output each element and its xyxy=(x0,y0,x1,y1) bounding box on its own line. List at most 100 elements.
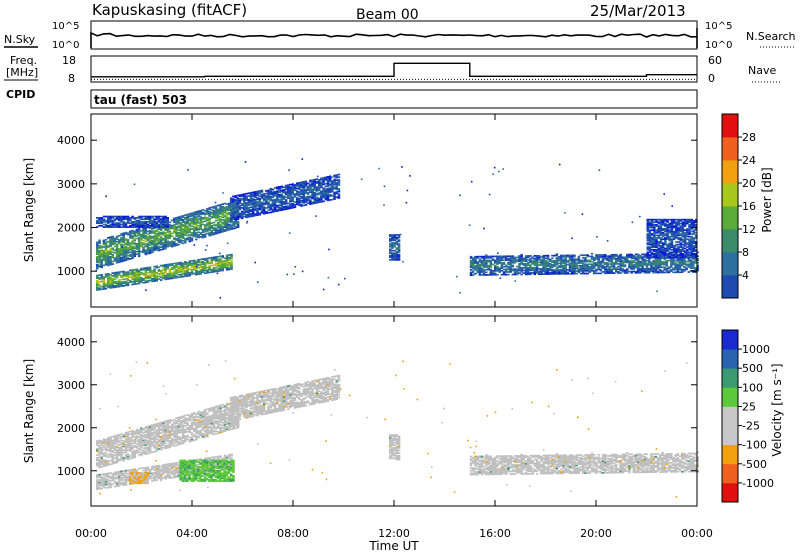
data-cell xyxy=(100,441,103,444)
data-cell xyxy=(122,249,125,252)
data-cell xyxy=(153,245,156,248)
data-cell xyxy=(317,192,321,194)
data-cell xyxy=(657,251,660,254)
data-cell xyxy=(683,229,687,232)
data-cell xyxy=(199,224,202,226)
data-cell xyxy=(287,186,290,189)
data-cell xyxy=(104,246,108,249)
data-cell xyxy=(653,218,656,221)
data-cell xyxy=(661,266,664,269)
data-cell xyxy=(656,261,660,263)
data-cell xyxy=(641,265,644,268)
data-cell xyxy=(584,270,587,272)
data-cell xyxy=(221,255,224,257)
data-cell xyxy=(146,243,150,246)
data-cell xyxy=(201,230,205,232)
data-cell xyxy=(113,448,117,450)
data-cell xyxy=(650,262,653,265)
data-cell xyxy=(391,244,394,247)
data-cell xyxy=(245,198,248,200)
data-cell xyxy=(144,218,147,221)
data-cell xyxy=(489,270,493,272)
data-cell xyxy=(608,268,611,271)
data-cell xyxy=(485,274,488,276)
data-cell xyxy=(527,256,530,259)
data-cell xyxy=(500,258,504,260)
data-cell xyxy=(692,271,695,273)
data-cell xyxy=(157,249,161,252)
data-cell xyxy=(652,267,655,270)
data-cell xyxy=(192,234,196,236)
data-cell xyxy=(670,221,674,224)
data-cell xyxy=(287,207,290,210)
data-cell xyxy=(140,279,143,282)
data-cell xyxy=(175,233,178,236)
data-cell xyxy=(162,248,165,251)
data-cell xyxy=(190,215,194,217)
data-cell xyxy=(96,255,99,258)
data-cell xyxy=(258,213,261,216)
data-cell xyxy=(694,258,697,260)
data-cell xyxy=(604,255,607,258)
data-cell xyxy=(690,243,693,246)
data-cell xyxy=(664,239,667,242)
data-cell xyxy=(115,460,119,462)
data-cell xyxy=(251,207,255,209)
data-cell xyxy=(677,241,680,243)
data-cell xyxy=(542,257,545,260)
data-cell xyxy=(502,265,506,268)
data-cell xyxy=(96,462,99,464)
data-cell xyxy=(670,248,674,251)
data-cell xyxy=(118,235,121,237)
data-cell xyxy=(137,243,141,246)
data-cell xyxy=(221,212,224,215)
data-cell xyxy=(188,214,191,217)
data-cell xyxy=(166,276,169,279)
data-cell xyxy=(131,277,134,279)
data-cell xyxy=(672,261,675,263)
data-cell xyxy=(632,257,636,260)
data-cell xyxy=(604,272,607,275)
data-cell xyxy=(549,267,552,270)
data-cell xyxy=(551,266,554,269)
data-cell xyxy=(159,223,163,226)
data-cell xyxy=(126,257,130,260)
data-cell xyxy=(175,272,178,275)
data-cell xyxy=(217,269,220,271)
data-cell xyxy=(203,269,207,272)
data-cell xyxy=(694,246,698,249)
data-cell xyxy=(653,237,656,239)
data-cell xyxy=(309,191,312,194)
data-cell xyxy=(104,250,108,253)
data-cell xyxy=(173,267,176,270)
data-cell xyxy=(232,207,235,210)
data-cell xyxy=(489,271,493,274)
data-cell xyxy=(236,226,240,229)
data-cell xyxy=(113,226,117,228)
data-cell xyxy=(694,267,697,269)
data-cell xyxy=(504,264,508,267)
data-cell xyxy=(690,250,693,252)
data-cell xyxy=(210,270,213,272)
data-cell xyxy=(107,251,110,254)
data-cell xyxy=(557,269,561,271)
data-cell xyxy=(210,234,213,236)
data-cell xyxy=(98,221,101,223)
data-cell xyxy=(335,187,338,190)
data-cell xyxy=(168,275,172,277)
data-cell xyxy=(148,244,152,247)
data-cell xyxy=(170,245,174,248)
data-cell xyxy=(164,265,167,268)
data-cell xyxy=(221,216,224,219)
data-cell xyxy=(653,230,656,233)
data-cell xyxy=(206,207,209,210)
data-cell xyxy=(672,256,676,259)
data-cell xyxy=(672,218,676,221)
data-cell xyxy=(571,255,574,258)
data-cell xyxy=(181,221,185,224)
data-cell xyxy=(474,266,477,269)
data-cell xyxy=(645,270,649,273)
data-cell xyxy=(555,254,559,257)
colorbar-swatch xyxy=(722,206,738,230)
